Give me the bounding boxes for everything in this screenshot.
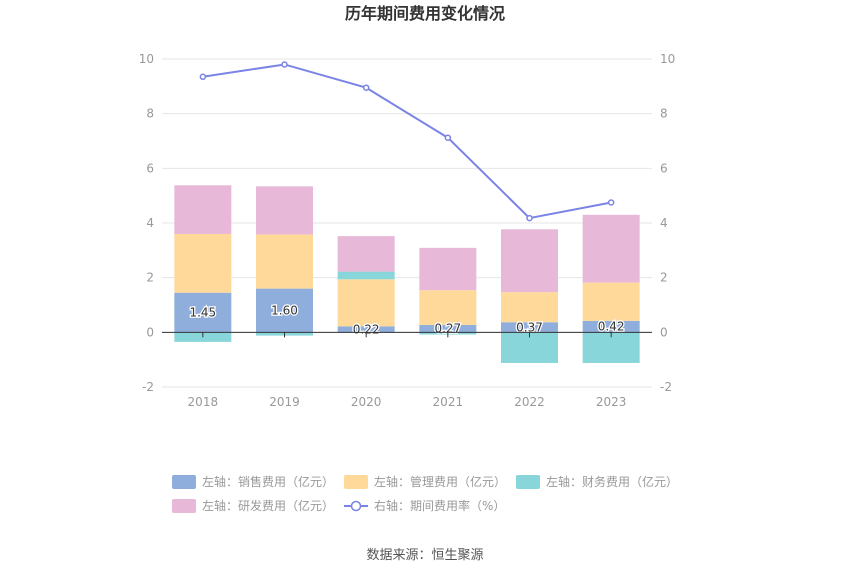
bar — [337, 279, 395, 327]
legend-label: 左轴：研发费用（亿元） — [202, 498, 334, 513]
bar — [582, 214, 640, 283]
bar — [419, 324, 477, 333]
bar-value-label: 1.60 — [271, 303, 298, 317]
bar — [256, 186, 313, 235]
axes: -2 -2 0 0 2 2 4 4 6 6 8 8 10 10 2018 2019 2020 2021 2022 20… — [139, 52, 676, 409]
y-right-tick-label: 6 — [660, 161, 668, 175]
source-note: 数据来源：恒生聚源 — [366, 548, 483, 563]
legend-item[interactable]: 左轴：财务费用（亿元） — [516, 474, 678, 489]
y-right-tick-label: 0 — [660, 325, 668, 339]
legend-label: 左轴：财务费用（亿元） — [546, 474, 678, 489]
bar — [256, 234, 313, 289]
x-tick-label: 2023 — [596, 395, 627, 409]
y-right-tick-label: 2 — [660, 271, 668, 285]
data-labels: 1.45 1.600.22 0.27 0.37 0.42 — [188, 302, 626, 337]
y-left-tick-label: -2 — [142, 380, 154, 394]
bar-value-label: 0.37 — [516, 320, 543, 334]
bar-value-label: 1.45 — [189, 306, 216, 320]
rate-point — [444, 134, 452, 141]
rate-line-path — [202, 63, 612, 220]
y-right-tick-label: 4 — [660, 216, 668, 230]
rate-point — [526, 214, 533, 222]
bar — [582, 320, 640, 333]
y-left-tick-label: 4 — [146, 216, 154, 230]
legend[interactable]: 左轴：销售费用（亿元） 左轴：管理费用（亿元） 左轴：财务费用（亿元） 左轴：研发费用… — [172, 474, 678, 513]
y-left-tick-label: 8 — [146, 107, 154, 121]
bar — [419, 247, 477, 291]
rate-line — [199, 61, 615, 222]
x-tick-label: 2021 — [433, 395, 464, 409]
chart-title: 历年期间费用变化情况 — [345, 4, 505, 23]
bar — [582, 282, 640, 321]
bar — [337, 236, 395, 272]
y-right-tick-label: 8 — [660, 107, 668, 121]
bar — [501, 332, 558, 363]
legend-item[interactable]: 左轴：研发费用（亿元） — [172, 498, 334, 513]
legend-swatch — [516, 475, 540, 489]
y-left-tick-label: 2 — [146, 271, 154, 285]
bar — [174, 185, 232, 234]
bar — [501, 229, 558, 293]
rate-point — [199, 73, 207, 81]
rate-point — [607, 199, 615, 206]
legend-swatch — [172, 499, 196, 513]
bar-value-label: 0.42 — [598, 320, 625, 334]
y-left-tick-label: 6 — [146, 161, 154, 175]
grid — [162, 58, 652, 388]
y-left-tick-label: 0 — [146, 325, 154, 339]
x-tick-label: 2020 — [351, 395, 382, 409]
legend-item[interactable]: 右轴：期间费用率（%） — [344, 498, 505, 513]
legend-swatch — [172, 475, 196, 489]
legend-item[interactable]: 左轴：管理费用（亿元） — [344, 474, 506, 489]
legend-item[interactable]: 左轴：销售费用（亿元） — [172, 474, 334, 489]
x-tick-label: 2019 — [269, 395, 300, 409]
x-tick-label: 2018 — [188, 395, 219, 409]
bar — [174, 233, 232, 293]
rate-point — [362, 84, 370, 91]
y-right-tick-label: -2 — [660, 380, 672, 394]
bars — [174, 185, 640, 363]
legend-label: 右轴：期间费用率（%） — [374, 498, 505, 513]
legend-label: 左轴：管理费用（亿元） — [374, 474, 506, 489]
bar — [501, 292, 558, 323]
bar — [582, 332, 640, 363]
rate-point — [281, 61, 288, 68]
legend-line-marker — [350, 500, 362, 512]
y-right-tick-label: 10 — [660, 52, 675, 66]
bar — [256, 288, 313, 333]
x-tick-label: 2022 — [514, 395, 545, 409]
legend-swatch — [344, 475, 368, 489]
bar — [174, 292, 232, 333]
y-left-tick-label: 10 — [139, 52, 154, 66]
bar — [337, 271, 395, 280]
legend-label: 左轴：销售费用（亿元） — [202, 474, 334, 489]
bar — [419, 290, 477, 325]
bar — [337, 326, 395, 333]
bar — [501, 322, 558, 333]
